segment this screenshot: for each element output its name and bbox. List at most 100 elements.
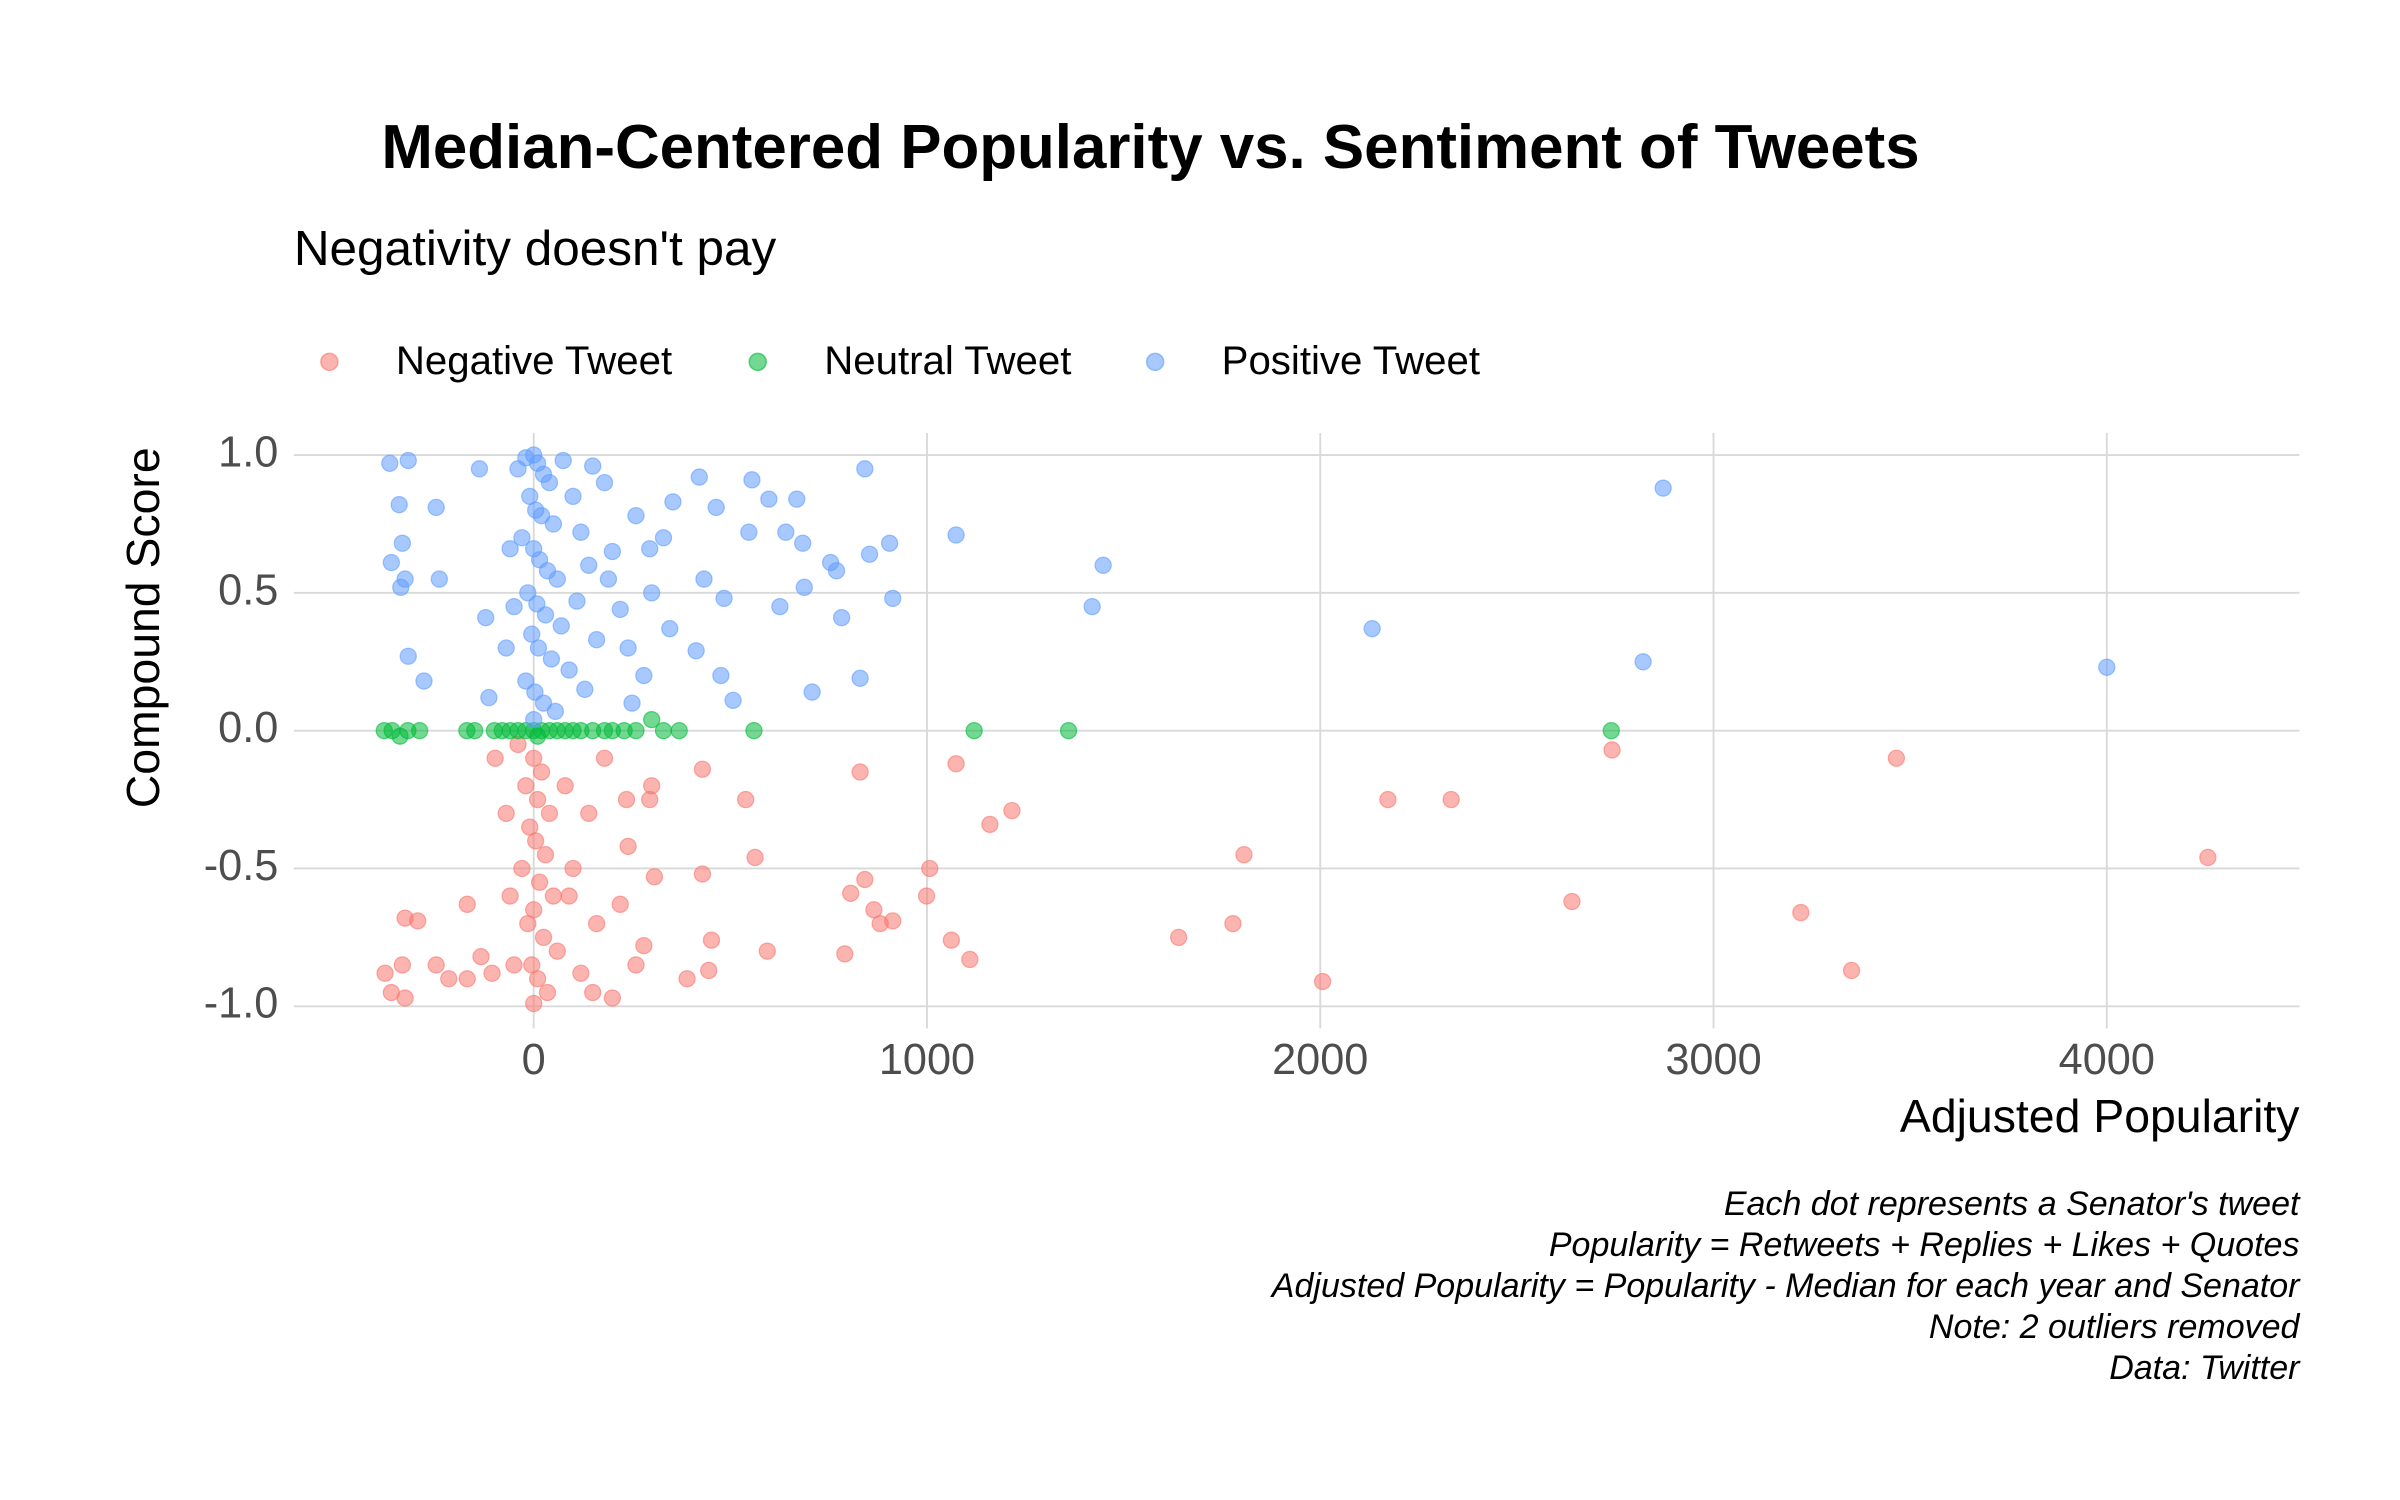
point bbox=[572, 964, 590, 982]
point bbox=[399, 647, 417, 665]
point bbox=[548, 570, 566, 588]
point bbox=[580, 556, 598, 574]
grid: 1.0 0.5 0.0 -0.5 -1.0 0 1000 2000 3000 4000 bbox=[204, 428, 2300, 1084]
x-tick-label: 4000 bbox=[2059, 1036, 2155, 1084]
legend-label: Positive Tweet bbox=[1222, 338, 1480, 383]
point bbox=[851, 763, 869, 781]
legend-marker bbox=[1145, 352, 1165, 372]
point bbox=[528, 970, 547, 988]
point bbox=[458, 970, 476, 988]
point bbox=[746, 848, 764, 867]
point bbox=[427, 498, 445, 517]
point bbox=[795, 578, 813, 597]
point bbox=[392, 578, 410, 597]
point bbox=[523, 625, 541, 643]
chart-subtitle: Negativity doesn't pay bbox=[294, 221, 777, 276]
point bbox=[1379, 790, 1397, 809]
point bbox=[528, 790, 547, 809]
point bbox=[572, 523, 590, 541]
point bbox=[760, 490, 778, 508]
point bbox=[544, 515, 563, 533]
point bbox=[803, 683, 821, 701]
point bbox=[501, 887, 519, 905]
point bbox=[921, 859, 939, 878]
legend: Negative Tweet Neutral Tweet Positive Twee… bbox=[320, 338, 1480, 383]
point bbox=[643, 710, 661, 729]
point bbox=[584, 983, 602, 1002]
caption-line: Note: 2 outliers removed bbox=[1929, 1308, 2301, 1346]
point bbox=[564, 859, 582, 878]
point bbox=[740, 523, 758, 541]
point bbox=[603, 542, 622, 561]
point bbox=[1603, 741, 1621, 759]
point bbox=[1235, 846, 1253, 864]
y-tick-label: 0.0 bbox=[218, 704, 278, 752]
point bbox=[513, 859, 531, 878]
point bbox=[1442, 790, 1460, 809]
point bbox=[700, 961, 718, 980]
point bbox=[664, 493, 682, 511]
point bbox=[712, 666, 730, 685]
point bbox=[707, 498, 725, 517]
point bbox=[860, 545, 879, 563]
point bbox=[525, 994, 543, 1013]
point bbox=[415, 672, 433, 690]
point bbox=[836, 945, 854, 963]
point bbox=[411, 722, 429, 740]
point bbox=[532, 763, 551, 781]
point bbox=[534, 928, 553, 947]
point bbox=[576, 680, 594, 698]
caption-line: Adjusted Popularity = Popularity - Media… bbox=[1270, 1267, 2301, 1305]
y-axis-title: Compound Score bbox=[117, 447, 169, 808]
point bbox=[2199, 848, 2217, 867]
point bbox=[466, 722, 484, 740]
point bbox=[483, 964, 501, 982]
point bbox=[530, 873, 549, 891]
point bbox=[430, 570, 448, 588]
point bbox=[536, 606, 555, 624]
point bbox=[564, 487, 582, 506]
point bbox=[603, 989, 622, 1007]
point bbox=[643, 777, 661, 795]
point bbox=[1170, 928, 1188, 947]
x-tick-label: 1000 bbox=[879, 1036, 975, 1084]
point bbox=[715, 589, 733, 608]
point bbox=[1059, 722, 1078, 740]
y-tick-label: 0.5 bbox=[218, 566, 278, 614]
point bbox=[517, 777, 535, 795]
point bbox=[961, 950, 979, 969]
point bbox=[1083, 597, 1101, 616]
point bbox=[1094, 556, 1112, 574]
point bbox=[643, 584, 661, 602]
point bbox=[611, 895, 629, 913]
point bbox=[599, 570, 618, 588]
point bbox=[942, 931, 961, 949]
point bbox=[472, 948, 490, 966]
point bbox=[880, 534, 899, 552]
point bbox=[827, 562, 846, 580]
point bbox=[560, 661, 578, 679]
point bbox=[390, 495, 408, 514]
points bbox=[375, 446, 2217, 1013]
point bbox=[737, 790, 755, 809]
point bbox=[856, 870, 874, 889]
point bbox=[856, 460, 874, 478]
point bbox=[540, 473, 559, 492]
point bbox=[480, 688, 498, 707]
y-tick-label: 1.0 bbox=[218, 428, 278, 476]
point bbox=[470, 460, 489, 478]
caption-line: Each dot represents a Senator's tweet bbox=[1724, 1185, 2301, 1223]
point bbox=[917, 887, 936, 905]
point bbox=[1842, 961, 1861, 980]
point bbox=[2098, 658, 2116, 676]
x-tick-label: 0 bbox=[522, 1036, 546, 1084]
point bbox=[1602, 722, 1620, 740]
x-tick-label: 3000 bbox=[1665, 1036, 1761, 1084]
point bbox=[542, 650, 561, 668]
point bbox=[617, 790, 636, 809]
point bbox=[745, 722, 763, 740]
point bbox=[513, 529, 531, 547]
point bbox=[560, 887, 578, 905]
